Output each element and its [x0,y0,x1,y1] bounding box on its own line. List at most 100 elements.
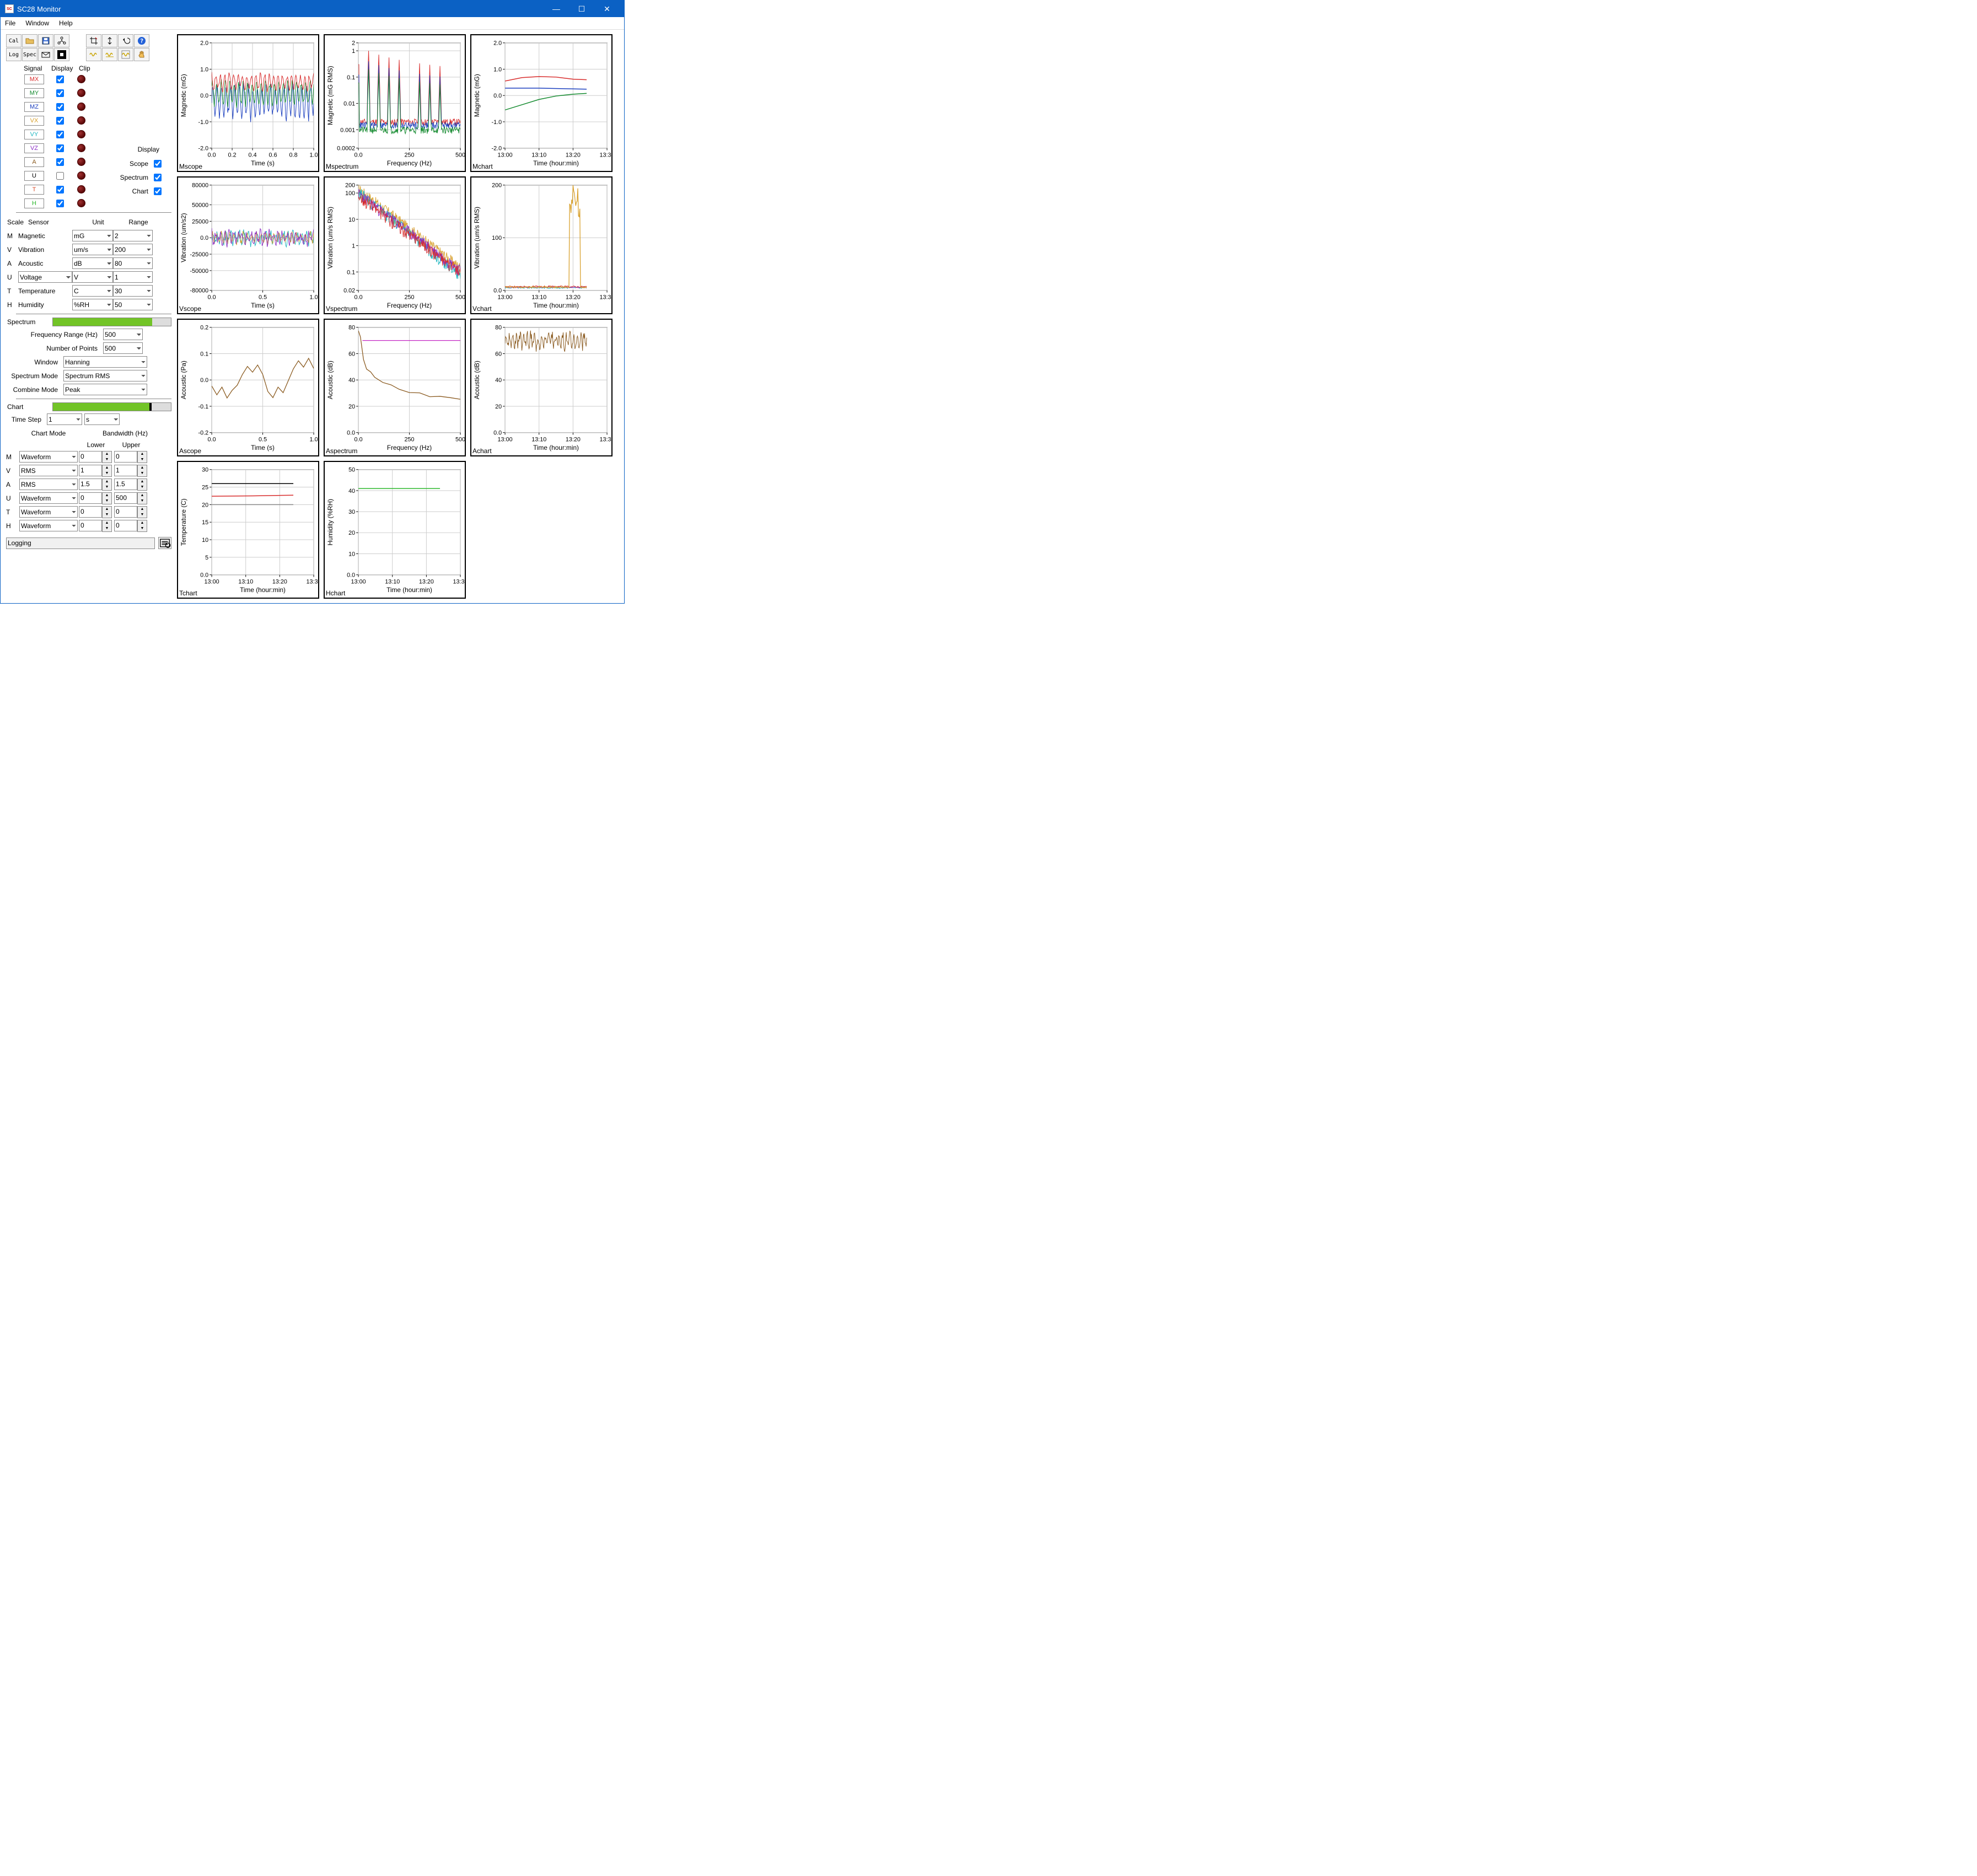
signal-badge-VY[interactable]: VY [24,130,44,139]
signal-badge-VZ[interactable]: VZ [24,143,44,153]
signal-badge-T[interactable]: T [24,185,44,195]
bw-lower-H[interactable] [79,520,102,531]
bw-lower-M[interactable] [79,451,102,463]
signal-badge-U[interactable]: U [24,171,44,181]
bw-upper-M-up[interactable]: ▲ [138,451,147,457]
menu-file[interactable]: File [4,18,17,28]
range-select-T[interactable]: 30 [113,285,153,297]
timestep-unit-select[interactable]: s [84,413,120,425]
smode-select[interactable]: Spectrum RMS [63,370,147,381]
bw-lower-U[interactable] [79,492,102,504]
bw-upper-A-up[interactable]: ▲ [138,479,147,485]
cmode-select[interactable]: Peak [63,384,147,395]
freq-range-select[interactable]: 500 [103,329,143,340]
tool-Log[interactable]: Log [6,48,22,61]
bw-upper-H-up[interactable]: ▲ [138,520,147,526]
logging-browse-button[interactable] [158,537,171,549]
menu-window[interactable]: Window [24,18,50,28]
chartmode-select-V[interactable]: RMS [19,465,78,476]
unit-select-M[interactable]: mG [72,230,113,241]
bw-upper-M-down[interactable]: ▼ [138,457,147,463]
maximize-button[interactable]: ☐ [569,1,594,17]
signal-display-checkbox-VZ[interactable] [56,144,64,152]
bw-lower-T-down[interactable]: ▼ [103,512,111,518]
range-select-A[interactable]: 80 [113,257,153,269]
plot-Aspectrum[interactable]: 0.0204060800.0250500Frequency (Hz)Acoust… [324,319,466,456]
bw-upper-U-up[interactable]: ▲ [138,493,147,498]
sensor-select-U[interactable]: Voltage [18,271,72,283]
bw-lower-U-up[interactable]: ▲ [103,493,111,498]
signal-display-checkbox-A[interactable] [56,158,64,166]
signal-badge-MZ[interactable]: MZ [24,102,44,112]
chartmode-select-M[interactable]: Waveform [19,451,78,463]
unit-select-T[interactable]: C [72,285,113,297]
tool-hand[interactable] [134,48,149,61]
bw-upper-A[interactable] [114,479,137,490]
bw-lower-H-up[interactable]: ▲ [103,520,111,526]
bw-lower-M-down[interactable]: ▼ [103,457,111,463]
chartmode-select-H[interactable]: Waveform [19,520,78,531]
tool-open[interactable] [22,34,37,47]
bw-upper-T-down[interactable]: ▼ [138,512,147,518]
tool-crop[interactable] [86,34,101,47]
bw-lower-A-up[interactable]: ▲ [103,479,111,485]
bw-lower-M-up[interactable]: ▲ [103,451,111,457]
signal-badge-A[interactable]: A [24,157,44,167]
close-button[interactable]: ✕ [594,1,620,17]
tool-net[interactable] [54,34,69,47]
bw-upper-H-down[interactable]: ▼ [138,526,147,531]
chartmode-select-T[interactable]: Waveform [19,506,78,518]
bw-upper-T-up[interactable]: ▲ [138,507,147,512]
range-select-U[interactable]: 1 [113,271,153,283]
signal-badge-MY[interactable]: MY [24,88,44,98]
display-checkbox-chart[interactable] [154,187,162,195]
npts-select[interactable]: 500 [103,342,143,354]
display-checkbox-spectrum[interactable] [154,174,162,181]
menu-help[interactable]: Help [58,18,74,28]
unit-select-H[interactable]: %RH [72,299,113,310]
timestep-select[interactable]: 1 [47,413,82,425]
plot-Mchart[interactable]: -2.0-1.00.01.02.013:0013:1013:2013:30Tim… [470,34,613,172]
bw-upper-V[interactable] [114,465,137,476]
tool-wave1[interactable] [86,48,101,61]
plot-Vscope[interactable]: -80000-50000-250000.02500050000800000.00… [177,176,319,314]
plot-Achart[interactable]: 0.02040608013:0013:1013:2013:30Time (hou… [470,319,613,456]
display-checkbox-scope[interactable] [154,160,162,168]
plot-Ascope[interactable]: -0.2-0.10.00.10.20.00.51.0Time (s)Acoust… [177,319,319,456]
unit-select-A[interactable]: dB [72,257,113,269]
bw-upper-H[interactable] [114,520,137,531]
tool-vresize[interactable] [102,34,117,47]
bw-lower-U-down[interactable]: ▼ [103,498,111,504]
minimize-button[interactable]: — [544,1,569,17]
bw-upper-V-down[interactable]: ▼ [138,471,147,476]
plot-Hchart[interactable]: 0.0102030405013:0013:1013:2013:30Time (h… [324,461,466,599]
tool-mail[interactable] [38,48,53,61]
signal-display-checkbox-VY[interactable] [56,131,64,138]
tool-save[interactable] [38,34,53,47]
range-select-V[interactable]: 200 [113,244,153,255]
signal-display-checkbox-MX[interactable] [56,76,64,83]
bw-lower-A[interactable] [79,479,102,490]
plot-Mspectrum[interactable]: 0.00020.0010.010.1120.0250500Frequency (… [324,34,466,172]
chartmode-select-U[interactable]: Waveform [19,492,78,504]
bw-lower-V-up[interactable]: ▲ [103,465,111,471]
plot-Tchart[interactable]: 0.05101520253013:0013:1013:2013:30Time (… [177,461,319,599]
bw-lower-T[interactable] [79,506,102,518]
signal-display-checkbox-U[interactable] [56,172,64,180]
bw-lower-V[interactable] [79,465,102,476]
plot-Mscope[interactable]: -2.0-1.00.01.02.00.00.20.40.60.81.0Time … [177,34,319,172]
bw-lower-V-down[interactable]: ▼ [103,471,111,476]
plot-Vspectrum[interactable]: 0.020.11101002000.0250500Frequency (Hz)V… [324,176,466,314]
tool-dot[interactable] [54,48,69,61]
window-select[interactable]: Hanning [63,356,147,368]
signal-display-checkbox-H[interactable] [56,200,64,207]
logging-field[interactable] [6,537,155,549]
unit-select-U[interactable]: V [72,271,113,283]
bw-upper-U[interactable] [114,492,137,504]
signal-badge-H[interactable]: H [24,198,44,208]
signal-display-checkbox-MY[interactable] [56,89,64,97]
signal-badge-VX[interactable]: VX [24,116,44,126]
signal-display-checkbox-VX[interactable] [56,117,64,125]
tool-Cal[interactable]: Cal [6,34,22,47]
range-select-H[interactable]: 50 [113,299,153,310]
